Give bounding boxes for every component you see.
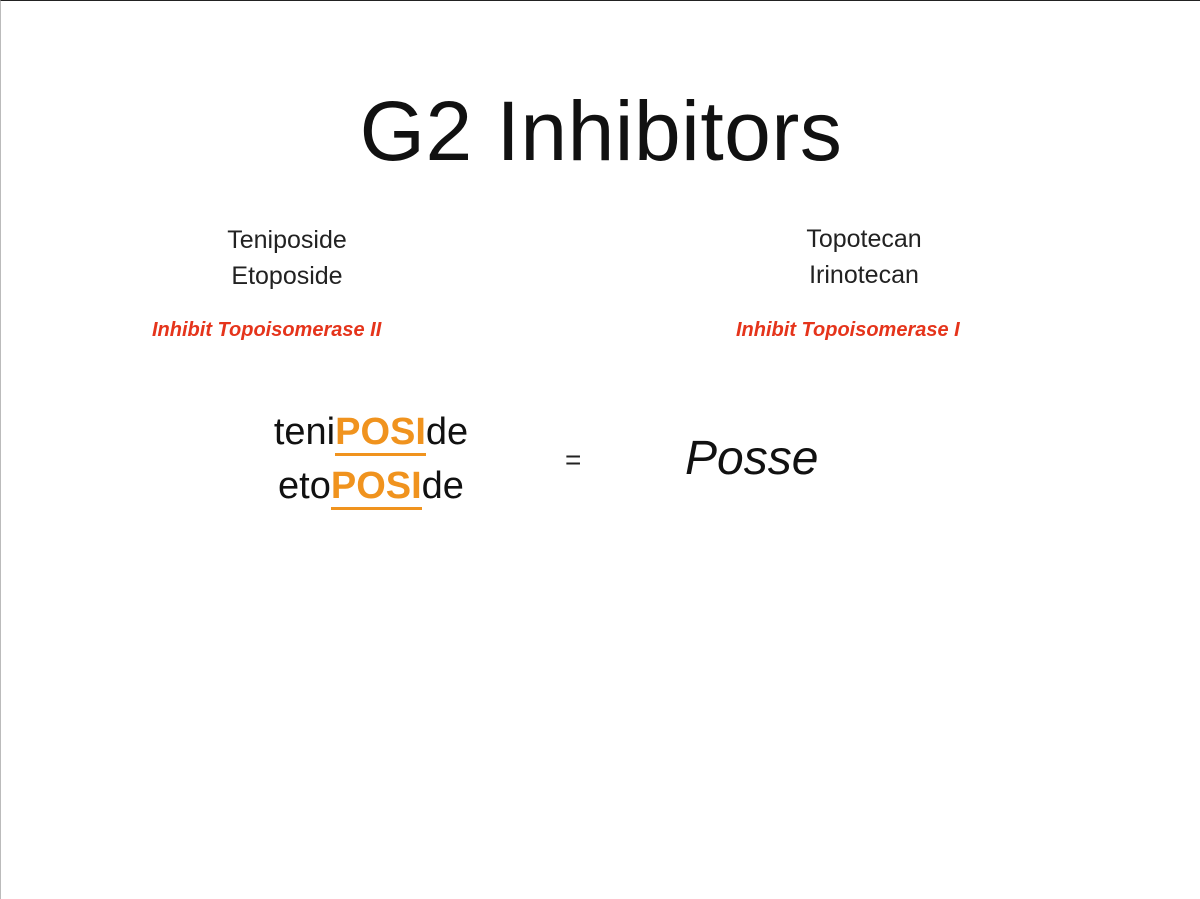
drug-list-left: Teniposide Etoposide <box>187 222 387 294</box>
mechanism-label-left: Inhibit Topoisomerase II <box>152 319 382 341</box>
mnemonic-prefix: teni <box>273 411 336 453</box>
drug-name: Irinotecan <box>809 261 919 289</box>
equals-sign: = <box>565 444 582 475</box>
mnemonic-highlight: POSI <box>335 411 426 456</box>
mnemonic-suffix: de <box>421 465 464 507</box>
mnemonic-prefix: eto <box>278 465 331 507</box>
slide-title: G2 Inhibitors <box>359 84 843 178</box>
drug-list-right: Topotecan Irinotecan <box>764 221 964 293</box>
mnemonic-line-teniposide: teniPOSIde <box>201 405 541 459</box>
mnemonic-line-etoposide: etoPOSIde <box>201 459 541 513</box>
drug-name: Etoposide <box>231 262 343 290</box>
mnemonic-highlight: POSI <box>330 465 422 510</box>
drug-name: Topotecan <box>806 225 922 253</box>
drug-name: Teniposide <box>227 226 347 254</box>
mnemonic-result: Posse <box>685 432 819 485</box>
mnemonic-suffix: de <box>425 411 469 453</box>
mnemonic-block: teniPOSIde etoPOSIde <box>201 405 541 513</box>
mechanism-label-right: Inhibit Topoisomerase I <box>736 319 960 341</box>
